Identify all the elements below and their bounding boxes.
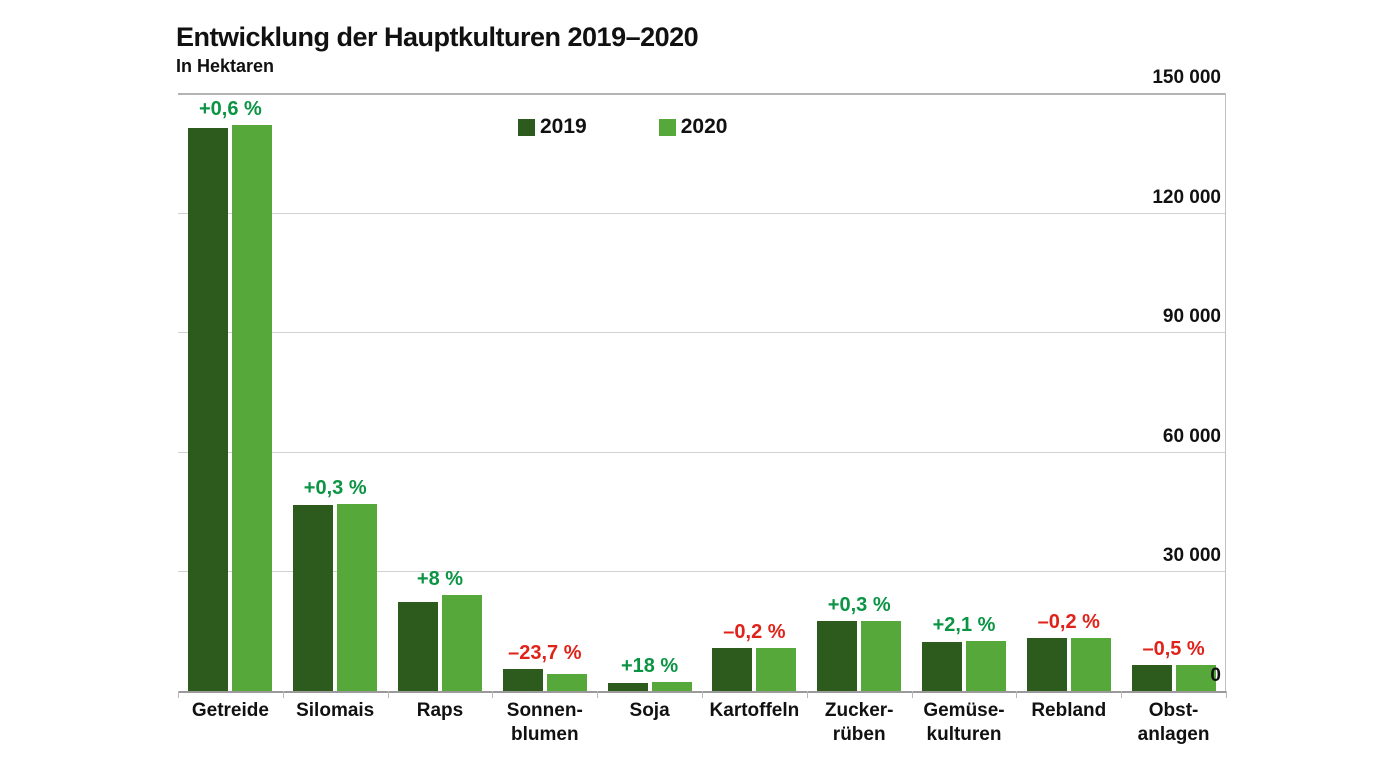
plot-right-border: [1225, 93, 1226, 691]
x-axis-tick: [387, 691, 389, 698]
bar-2019-rebland: [1026, 637, 1067, 691]
y-axis-label: 0: [1210, 665, 1221, 686]
bar-group-sonnenblumen: –23,7 % Sonnen- blumen: [492, 93, 597, 745]
change-label-zuckerr-ben: +0,3 %: [827, 594, 891, 617]
bar-group-obstanlagen: –0,5 % Obst- anlagen: [1121, 93, 1226, 745]
bar-2019-gem-sekulturen: [921, 641, 962, 691]
bar-group-silomais: +0,3 % Silomais: [283, 93, 388, 721]
x-axis-tick: [282, 691, 284, 698]
x-axis-tick: [702, 691, 703, 698]
bar-2020-soja: [651, 682, 692, 691]
bar-2020-zuckerr-ben: [861, 621, 902, 691]
bar-group-zuckerr-ben: +0,3 % Zucker- rüben: [807, 93, 912, 745]
legend-swatch-2020: [658, 118, 676, 136]
bar-2020-rebland: [1070, 637, 1111, 691]
gridline: [178, 212, 1226, 214]
x-axis-tick: [178, 691, 179, 698]
y-axis-label: 150 000: [1152, 67, 1221, 88]
bar-2019-zuckerr-ben: [817, 621, 858, 691]
category-label-getreide: Getreide: [191, 700, 269, 721]
y-axis-label: 120 000: [1152, 186, 1221, 208]
chart-title: Entwicklung der Hauptkulturen 2019–2020: [176, 22, 699, 52]
bar-group-soja: +18 % Soja: [597, 93, 702, 721]
bar-2019-kartoffeln: [712, 647, 753, 691]
category-label-obstanlagen: Obst- anlagen: [1137, 700, 1210, 745]
x-axis-tick: [597, 691, 599, 698]
category-label-rebland: Rebland: [1031, 700, 1107, 721]
plot-area: 2019 2020 +0,6 % Getreide +0,3 % Silomais +8…: [178, 67, 1227, 745]
gridline: [178, 571, 1226, 573]
bar-group-rebland: –0,2 % Rebland: [1016, 93, 1121, 721]
x-axis-tick: [911, 691, 913, 698]
bar-2020-gem-sekulturen: [965, 640, 1006, 691]
bar-2019-getreide: [188, 127, 229, 691]
change-label-rebland: –0,2 %: [1037, 610, 1100, 633]
bar-group-getreide: +0,6 % Getreide: [178, 93, 283, 721]
bar-2020-silomais: [337, 504, 378, 691]
bar-2020-raps: [441, 594, 482, 691]
legend-item-2019: 2019: [518, 115, 587, 139]
bar-2020-getreide: [232, 124, 273, 691]
bar-2020-kartoffeln: [756, 647, 797, 691]
y-axis-label: 30 000: [1162, 545, 1221, 567]
change-label-sonnenblumen: –23,7 %: [508, 642, 582, 665]
gridline: [178, 93, 1226, 95]
x-axis-tick: [1121, 691, 1123, 698]
chart-subtitle: In Hektaren: [176, 56, 275, 76]
x-axis-tick: [806, 691, 808, 698]
category-label-gem-sekulturen: Gemüse- kulturen: [923, 700, 1005, 745]
legend-swatch-2019: [518, 118, 535, 136]
gridline: [178, 451, 1226, 453]
change-label-kartoffeln: –0,2 %: [723, 620, 786, 643]
category-label-zuckerr-ben: Zucker- rüben: [824, 700, 894, 745]
bar-2019-sonnenblumen: [502, 669, 543, 691]
category-label-soja: Soja: [629, 700, 670, 721]
category-label-sonnenblumen: Sonnen- blumen: [506, 700, 583, 745]
bar-2019-obstanlagen: [1131, 664, 1172, 691]
change-label-getreide: +0,6 %: [198, 97, 262, 120]
bar-2019-silomais: [293, 504, 334, 691]
gridline: [178, 332, 1226, 334]
legend-label-2020: 2020: [680, 115, 728, 138]
y-axis-label: 90 000: [1162, 306, 1221, 328]
legend-label-2019: 2019: [540, 115, 587, 138]
category-label-silomais: Silomais: [296, 700, 375, 721]
legend-item-2020: 2020: [658, 115, 728, 139]
bar-2020-sonnenblumen: [546, 674, 587, 691]
bar-group-raps: +8 % Raps: [388, 93, 493, 721]
x-axis-tick: [1226, 691, 1227, 698]
change-label-silomais: +0,3 %: [303, 477, 367, 500]
bar-group-kartoffeln: –0,2 % Kartoffeln: [702, 93, 807, 721]
change-label-raps: +8 %: [416, 567, 464, 590]
legend: 2019 2020: [518, 115, 727, 139]
x-axis-tick: [1016, 691, 1018, 698]
category-label-raps: Raps: [416, 700, 464, 721]
change-label-obstanlagen: –0,5 %: [1142, 637, 1205, 660]
y-axis-label: 60 000: [1162, 425, 1221, 447]
change-label-soja: +18 %: [620, 655, 679, 678]
x-axis-tick: [492, 691, 494, 698]
bar-2019-soja: [607, 683, 648, 691]
change-label-gem-sekulturen: +2,1 %: [932, 613, 996, 636]
bar-2020-obstanlagen: [1175, 664, 1216, 691]
bar-2019-raps: [397, 602, 438, 691]
bar-group-gem-sekulturen: +2,1 % Gemüse- kulturen: [912, 93, 1017, 745]
category-label-kartoffeln: Kartoffeln: [709, 700, 800, 721]
